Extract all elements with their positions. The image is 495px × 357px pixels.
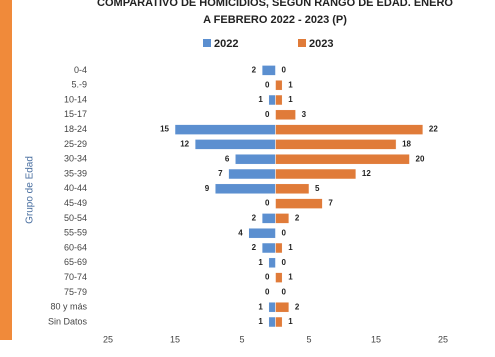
value-label: 4: [238, 228, 243, 237]
legend-label: 2022: [214, 38, 238, 50]
value-label: 7: [218, 169, 223, 178]
category-label: 55-59: [64, 228, 87, 238]
value-label: 0: [265, 80, 270, 89]
bar: [268, 316, 276, 328]
category-label: 60-64: [64, 242, 87, 252]
category-label: 80 y más: [50, 302, 87, 312]
x-tick-label: 15: [170, 334, 180, 344]
chart-title: COMPARATIVO DE HOMICIDIOS, SEGÚN RANGO D…: [97, 0, 453, 9]
bar: [261, 242, 276, 254]
x-tick-label: 5: [239, 334, 244, 344]
category-label: 45-49: [64, 198, 87, 208]
legend-label: 2023: [309, 38, 333, 50]
bar: [275, 94, 283, 106]
category-label: 65-69: [64, 257, 87, 267]
category-label: 15-17: [64, 109, 87, 119]
x-tick-label: 5: [306, 334, 311, 344]
bar: [235, 153, 276, 165]
category-label: 40-44: [64, 183, 87, 193]
value-label: 1: [288, 243, 293, 252]
value-label: 1: [288, 95, 293, 104]
value-label: 2: [295, 302, 300, 311]
bar: [228, 168, 276, 180]
bar: [275, 183, 310, 195]
value-label: 5: [315, 184, 320, 193]
value-label: 1: [258, 302, 263, 311]
bar: [275, 79, 283, 91]
bar: [275, 242, 283, 254]
value-label: 0: [265, 110, 270, 119]
bar: [194, 139, 276, 150]
value-label: 7: [328, 199, 333, 208]
bar: [261, 65, 276, 76]
bar: [275, 109, 296, 121]
value-label: 0: [282, 66, 287, 75]
value-label: 1: [288, 80, 293, 89]
category-label: 30-34: [64, 154, 87, 164]
bar: [275, 213, 290, 224]
value-label: 15: [160, 125, 169, 134]
category-label: 75-79: [64, 287, 87, 297]
x-tick-label: 15: [371, 334, 381, 344]
value-label: 0: [265, 273, 270, 282]
x-tick-label: 25: [103, 334, 113, 344]
bar: [261, 213, 276, 224]
value-label: 1: [258, 317, 263, 326]
value-label: 22: [429, 125, 438, 134]
value-label: 6: [225, 154, 230, 163]
category-label: 5.-9: [71, 80, 87, 90]
category-label: 50-54: [64, 213, 87, 223]
value-label: 0: [282, 258, 287, 267]
value-label: 1: [288, 317, 293, 326]
value-label: 3: [302, 110, 307, 119]
bar: [275, 153, 410, 165]
value-label: 2: [252, 214, 257, 223]
bar: [275, 198, 323, 209]
bar: [174, 124, 276, 135]
value-label: 0: [265, 288, 270, 297]
value-label: 12: [362, 169, 371, 178]
bar: [275, 139, 397, 150]
bar: [214, 183, 276, 195]
category-label: 35-39: [64, 168, 87, 178]
side-strip: [0, 0, 12, 340]
category-label: 25-29: [64, 139, 87, 149]
y-axis-label: Grupo de Edad: [25, 156, 36, 224]
value-label: 0: [282, 228, 287, 237]
x-tick-label: 25: [438, 334, 448, 344]
legend-swatch: [203, 39, 211, 47]
bar: [275, 316, 283, 328]
bar: [275, 124, 424, 135]
value-label: 2: [252, 66, 257, 75]
value-label: 18: [402, 140, 411, 149]
bar: [275, 301, 290, 313]
value-label: 0: [282, 288, 287, 297]
bar: [268, 257, 276, 269]
value-label: 1: [288, 273, 293, 282]
category-label: Sin Datos: [48, 316, 88, 326]
value-label: 1: [258, 95, 263, 104]
chart-subtitle: A FEBRERO 2022 - 2023 (P): [203, 14, 347, 26]
value-label: 1: [258, 258, 263, 267]
value-label: 0: [265, 199, 270, 208]
legend-swatch: [298, 39, 306, 47]
bar: [268, 94, 276, 106]
category-label: 10-14: [64, 94, 87, 104]
bar: [275, 272, 283, 283]
value-label: 12: [180, 140, 189, 149]
bar: [268, 301, 276, 313]
category-label: 70-74: [64, 272, 87, 282]
value-label: 2: [295, 214, 300, 223]
category-label: 0-4: [74, 65, 87, 75]
value-label: 20: [416, 154, 425, 163]
value-label: 9: [205, 184, 210, 193]
bar: [275, 168, 357, 180]
category-label: 18-24: [64, 124, 87, 134]
bar: [248, 227, 276, 239]
value-label: 2: [252, 243, 257, 252]
